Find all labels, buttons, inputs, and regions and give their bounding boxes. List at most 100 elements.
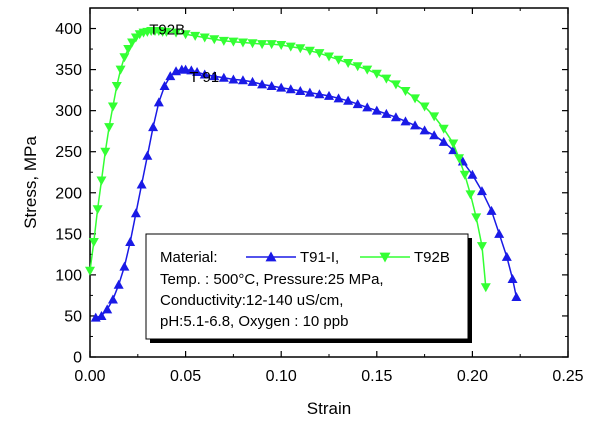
data-point xyxy=(381,74,392,84)
y-tick-label: 150 xyxy=(55,226,82,243)
data-point xyxy=(314,49,325,59)
data-point xyxy=(362,102,373,112)
data-point xyxy=(102,304,113,314)
data-point xyxy=(266,81,277,91)
data-point xyxy=(333,55,344,65)
data-point xyxy=(285,42,296,52)
data-point xyxy=(324,52,334,62)
data-point xyxy=(257,40,268,50)
x-tick-label: 0.00 xyxy=(74,368,105,385)
data-point xyxy=(266,40,277,50)
y-tick-label: 400 xyxy=(55,21,82,38)
data-point xyxy=(390,80,401,90)
data-point xyxy=(199,69,210,79)
legend-label-t91: T91-I, xyxy=(300,249,339,266)
data-point xyxy=(247,76,258,86)
data-point xyxy=(228,37,239,47)
data-point xyxy=(209,71,220,81)
data-point xyxy=(237,75,248,85)
annotation-layer: T92B T 91 xyxy=(149,21,219,86)
data-point xyxy=(324,90,334,100)
legend-label-t92b: T92B xyxy=(414,249,450,266)
data-point xyxy=(343,59,354,69)
series-t92b xyxy=(85,26,491,293)
data-point xyxy=(111,82,122,92)
data-point xyxy=(276,82,287,92)
data-point xyxy=(352,62,363,72)
series-layer xyxy=(85,26,522,322)
data-point xyxy=(501,251,512,261)
data-point xyxy=(476,186,487,196)
legend-box: Material: T91-I, T92B Temp. : 500°C, Pressu… xyxy=(145,233,472,343)
data-point xyxy=(218,36,229,46)
data-point xyxy=(100,147,111,157)
series-t91 xyxy=(90,64,522,322)
data-point xyxy=(371,69,382,79)
data-point xyxy=(190,31,201,41)
data-point xyxy=(429,112,440,122)
data-point xyxy=(467,169,478,179)
y-tick-label: 300 xyxy=(55,103,82,120)
data-point xyxy=(96,310,107,320)
data-point xyxy=(471,213,482,223)
data-point xyxy=(448,139,459,149)
y-tick-label: 200 xyxy=(55,185,82,202)
data-point xyxy=(400,116,411,126)
data-point xyxy=(381,108,392,118)
legend-swatch-marker xyxy=(379,252,391,263)
data-point xyxy=(459,170,470,180)
data-point xyxy=(295,85,306,95)
data-point xyxy=(400,86,411,96)
data-point xyxy=(419,125,430,135)
data-point xyxy=(136,179,147,189)
data-point xyxy=(507,273,518,283)
legend-swatch-marker xyxy=(265,251,277,262)
data-point xyxy=(511,292,522,302)
data-point xyxy=(343,95,354,105)
series-annotation: T92B xyxy=(149,21,185,38)
data-point xyxy=(276,40,287,50)
data-point xyxy=(171,28,182,38)
x-tick-label: 0.05 xyxy=(170,368,201,385)
data-point xyxy=(362,65,373,75)
legend-prefix: Material: xyxy=(160,249,218,266)
data-point xyxy=(218,72,229,82)
y-tick-label: 0 xyxy=(73,350,82,367)
data-point xyxy=(228,74,239,84)
data-point xyxy=(159,81,170,91)
data-point xyxy=(119,261,130,271)
data-point xyxy=(130,208,141,218)
data-point xyxy=(410,120,421,130)
data-point xyxy=(476,242,487,252)
data-point xyxy=(104,123,115,133)
data-point xyxy=(123,45,134,55)
data-point xyxy=(192,67,203,77)
x-axis-title: Strain xyxy=(307,399,351,418)
data-point xyxy=(371,105,382,115)
data-point xyxy=(285,84,296,94)
data-point xyxy=(180,30,191,40)
data-point xyxy=(148,122,159,132)
data-point xyxy=(304,87,315,97)
data-point xyxy=(237,38,248,48)
legend-condition-line: pH:5.1-6.8, Oxygen : 10 ppb xyxy=(160,313,348,330)
data-point xyxy=(165,71,176,81)
data-point xyxy=(161,27,172,37)
series-annotation: T 91 xyxy=(189,69,219,86)
data-point xyxy=(153,97,164,107)
data-point xyxy=(480,283,491,293)
data-point xyxy=(85,266,95,276)
data-point xyxy=(465,190,476,200)
data-point xyxy=(295,44,306,54)
data-point xyxy=(88,238,99,248)
legend-condition-line: Conductivity:12-140 uS/cm, xyxy=(160,292,343,309)
data-point xyxy=(438,124,449,134)
data-point xyxy=(333,93,344,103)
x-tick-label: 0.10 xyxy=(266,368,297,385)
y-axis-title: Stress, MPa xyxy=(21,136,40,229)
data-point xyxy=(454,154,465,164)
x-tick-label: 0.25 xyxy=(552,368,583,385)
data-point xyxy=(96,176,107,186)
data-point xyxy=(352,99,363,109)
data-point xyxy=(199,33,210,43)
